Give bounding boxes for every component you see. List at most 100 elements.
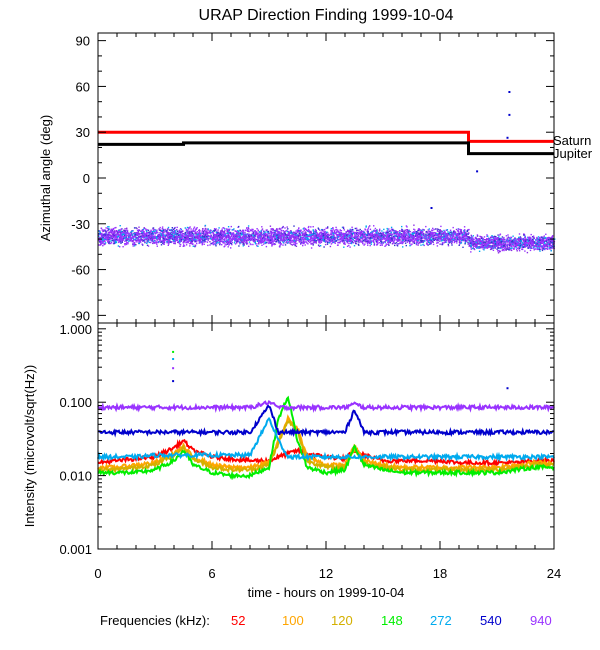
azimuth-point bbox=[181, 237, 183, 239]
azimuth-point bbox=[239, 236, 242, 238]
azimuth-point bbox=[423, 229, 425, 231]
azimuth-point bbox=[194, 244, 196, 246]
azimuth-point bbox=[111, 238, 114, 240]
azimuth-point bbox=[311, 233, 313, 236]
azimuth-point bbox=[429, 239, 431, 241]
azimuth-point bbox=[323, 228, 326, 231]
azimuth-point bbox=[104, 229, 106, 231]
azimuth-point bbox=[109, 231, 111, 233]
azimuth-point bbox=[222, 227, 224, 229]
azimuth-point bbox=[144, 236, 146, 239]
azimuth-point bbox=[175, 236, 178, 238]
azimuth-point bbox=[148, 241, 151, 244]
azimuth-point bbox=[346, 238, 348, 240]
azimuth-point bbox=[326, 243, 329, 245]
azimuth-point bbox=[450, 231, 452, 234]
azimuth-point bbox=[304, 244, 306, 246]
azimuth-point bbox=[256, 232, 258, 234]
azimuth-point bbox=[431, 229, 433, 231]
azimuth-point bbox=[417, 239, 419, 242]
azimuth-point bbox=[164, 239, 167, 241]
azimuth-point bbox=[347, 233, 350, 236]
azimuth-point bbox=[201, 243, 204, 245]
azimuth-point bbox=[338, 231, 340, 233]
azimuth-point bbox=[163, 229, 165, 231]
azimuth-point bbox=[198, 236, 200, 238]
azimuth-point bbox=[344, 236, 346, 239]
azimuth-point bbox=[384, 239, 387, 242]
azimuth-point bbox=[349, 230, 352, 232]
azimuth-point bbox=[189, 242, 192, 244]
azimuth-point bbox=[301, 234, 304, 236]
azimuth-point bbox=[363, 244, 365, 246]
azimuth-point bbox=[146, 233, 148, 235]
azimuth-point bbox=[252, 232, 255, 235]
azimuth-point bbox=[111, 239, 113, 242]
azimuth-point bbox=[184, 233, 186, 235]
azimuth-point bbox=[339, 231, 341, 233]
azimuth-point bbox=[451, 236, 454, 238]
azimuth-point bbox=[322, 233, 324, 235]
azimuth-point bbox=[427, 244, 429, 246]
azimuth-point bbox=[271, 245, 273, 247]
azimuth-point bbox=[258, 236, 260, 238]
azimuth-point bbox=[466, 233, 468, 236]
azimuth-point bbox=[138, 236, 141, 239]
azimuth-point bbox=[282, 236, 284, 238]
azimuth-point bbox=[441, 242, 444, 244]
azimuth-point bbox=[217, 234, 220, 236]
azimuth-point bbox=[306, 239, 309, 242]
azimuth-point bbox=[325, 227, 327, 229]
azimuth-point bbox=[394, 231, 396, 233]
azimuth-point bbox=[329, 236, 331, 239]
azimuth-point bbox=[105, 238, 107, 240]
azimuth-point bbox=[176, 233, 178, 236]
azimuth-point bbox=[461, 239, 464, 241]
azimuth-point bbox=[132, 230, 134, 232]
azimuth-point bbox=[305, 233, 307, 236]
azimuth-point bbox=[360, 238, 362, 240]
azimuth-point bbox=[172, 240, 175, 243]
azimuth-point bbox=[434, 238, 437, 240]
azimuth-point bbox=[451, 233, 453, 235]
azimuth-point bbox=[132, 237, 134, 239]
azimuth-point bbox=[282, 244, 284, 246]
azimuth-point bbox=[321, 229, 323, 231]
azimuth-point bbox=[283, 231, 286, 233]
azimuth-point bbox=[188, 239, 191, 241]
azimuth-point bbox=[269, 238, 271, 240]
azimuth-point bbox=[428, 243, 431, 245]
azimuth-point bbox=[246, 228, 249, 231]
azimuth-point bbox=[292, 236, 295, 238]
azimuth-point bbox=[119, 236, 122, 238]
azimuth-point bbox=[109, 234, 111, 236]
azimuth-point bbox=[323, 231, 325, 233]
azimuth-point bbox=[342, 234, 345, 236]
azimuth-point bbox=[156, 241, 158, 243]
azimuth-point bbox=[118, 237, 121, 240]
azimuth-point bbox=[198, 232, 200, 234]
azimuth-point bbox=[237, 235, 239, 237]
azimuth-point bbox=[320, 231, 322, 233]
azimuth-point bbox=[104, 230, 106, 232]
azimuth-point bbox=[428, 241, 430, 244]
azimuth-point bbox=[246, 236, 248, 239]
azimuth-point bbox=[358, 236, 360, 238]
azimuth-point bbox=[243, 242, 245, 245]
azimuth-point bbox=[224, 238, 226, 240]
azimuth-point bbox=[189, 240, 192, 242]
azimuth-point bbox=[369, 244, 371, 247]
azimuth-point bbox=[192, 229, 194, 231]
azimuth-point bbox=[280, 231, 283, 233]
azimuth-point bbox=[130, 234, 132, 236]
azimuth-point bbox=[260, 230, 262, 232]
azimuth-point bbox=[426, 230, 428, 233]
azimuth-point bbox=[238, 245, 240, 247]
azimuth-point bbox=[328, 238, 330, 240]
azimuth-point bbox=[179, 237, 181, 239]
azimuth-point bbox=[441, 235, 444, 238]
azimuth-point bbox=[233, 235, 235, 237]
azimuth-point bbox=[257, 229, 260, 232]
azimuth-point bbox=[402, 233, 404, 235]
azimuth-point bbox=[177, 241, 180, 244]
